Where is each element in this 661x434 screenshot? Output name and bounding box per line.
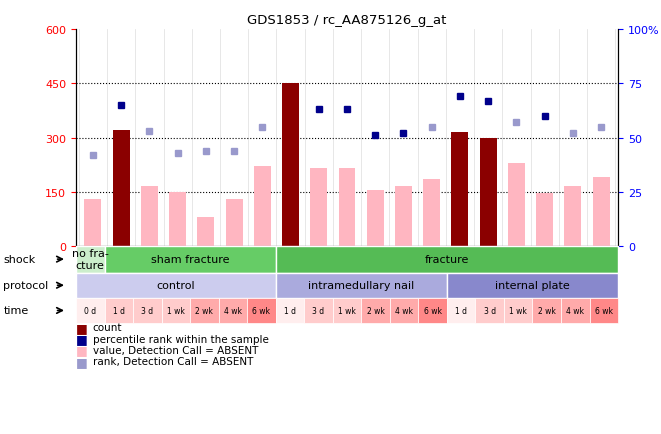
Text: 6 wk: 6 wk (424, 306, 442, 315)
Text: rank, Detection Call = ABSENT: rank, Detection Call = ABSENT (93, 357, 253, 366)
Text: sham fracture: sham fracture (151, 255, 229, 264)
Text: 6 wk: 6 wk (253, 306, 270, 315)
Text: 1 d: 1 d (113, 306, 125, 315)
Bar (85, 199, 101, 246)
Text: percentile rank within the sample: percentile rank within the sample (93, 334, 268, 344)
Text: 1 wk: 1 wk (509, 306, 527, 315)
Text: no fra-
cture: no fra- cture (72, 249, 108, 270)
Bar (225, 199, 243, 246)
Bar (480, 138, 496, 246)
Bar (310, 169, 327, 246)
Bar (141, 187, 158, 246)
Text: 6 wk: 6 wk (595, 306, 613, 315)
Bar (367, 191, 384, 246)
Text: 0 d: 0 d (84, 306, 97, 315)
Text: internal plate: internal plate (495, 281, 570, 290)
Bar (282, 84, 299, 246)
Text: control: control (157, 281, 195, 290)
Bar (395, 187, 412, 246)
Bar (198, 217, 214, 246)
Text: shock: shock (3, 255, 36, 264)
Text: 1 wk: 1 wk (167, 306, 185, 315)
Text: count: count (93, 323, 122, 332)
Bar (593, 178, 609, 246)
Text: time: time (3, 306, 28, 316)
Bar (508, 163, 525, 246)
Text: ■: ■ (76, 344, 88, 357)
Bar (254, 167, 271, 246)
Text: value, Detection Call = ABSENT: value, Detection Call = ABSENT (93, 345, 258, 355)
Text: 4 wk: 4 wk (395, 306, 413, 315)
Text: ■: ■ (76, 321, 88, 334)
Text: 2 wk: 2 wk (196, 306, 214, 315)
Bar (113, 131, 130, 246)
Text: 3 d: 3 d (313, 306, 325, 315)
Text: 1 d: 1 d (455, 306, 467, 315)
Text: 3 d: 3 d (141, 306, 153, 315)
Text: ■: ■ (76, 332, 88, 345)
Bar (169, 192, 186, 246)
Title: GDS1853 / rc_AA875126_g_at: GDS1853 / rc_AA875126_g_at (247, 13, 447, 26)
Text: 4 wk: 4 wk (224, 306, 242, 315)
Text: 4 wk: 4 wk (566, 306, 584, 315)
Text: protocol: protocol (3, 281, 48, 290)
Bar (451, 133, 469, 246)
Bar (423, 180, 440, 246)
Bar (564, 187, 581, 246)
Bar (536, 194, 553, 246)
Text: 1 wk: 1 wk (338, 306, 356, 315)
Text: 2 wk: 2 wk (538, 306, 556, 315)
Bar (338, 169, 356, 246)
Text: 3 d: 3 d (484, 306, 496, 315)
Text: 2 wk: 2 wk (367, 306, 385, 315)
Text: fracture: fracture (424, 255, 469, 264)
Text: ■: ■ (76, 355, 88, 368)
Text: 1 d: 1 d (284, 306, 296, 315)
Text: intramedullary nail: intramedullary nail (308, 281, 414, 290)
